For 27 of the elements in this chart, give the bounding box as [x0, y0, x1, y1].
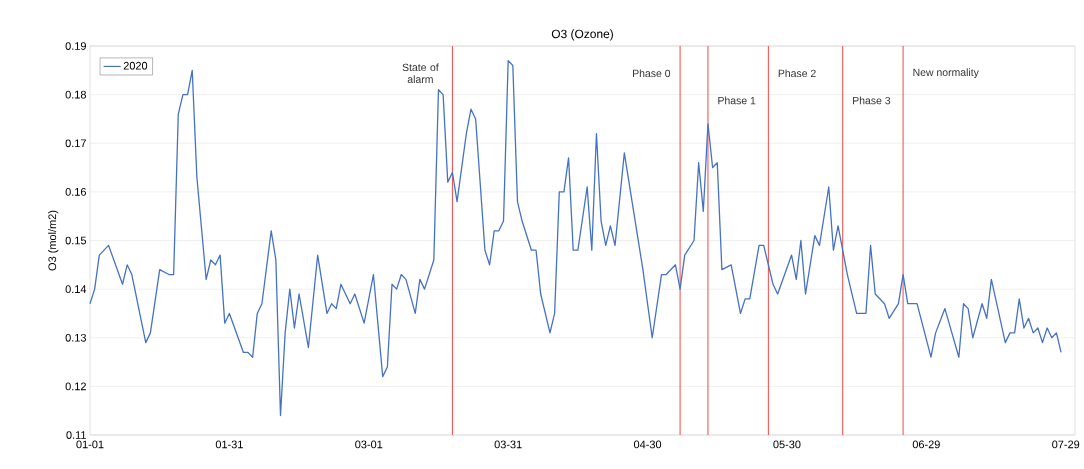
x-tick-label: 04-30 — [633, 440, 662, 449]
chart-title: O3 (Ozone) — [551, 29, 613, 41]
ref-line-label: Phase 3 — [853, 96, 891, 105]
y-tick-label: 0.16 — [65, 188, 86, 196]
ref-line-label: Phase 0 — [633, 69, 671, 78]
ref-line-label: Phase 2 — [778, 69, 816, 78]
ref-line-label: State of alarm — [402, 63, 439, 84]
ref-line-label: New normality — [913, 68, 979, 79]
y-tick-label: 0.19 — [65, 42, 86, 50]
x-tick-label: 01-01 — [76, 440, 104, 449]
x-tick-label: 07-29 — [1052, 440, 1080, 449]
y-tick-label: 0.15 — [65, 236, 87, 245]
y-tick-label: 0.18 — [65, 90, 86, 99]
line-series — [89, 59, 1062, 417]
y-tick-label: 0.14 — [65, 285, 87, 294]
x-tick-label: 03-31 — [494, 440, 522, 449]
y-axis-title: O3 (mol/m2) — [48, 210, 59, 271]
y-tick-label: 0.13 — [65, 333, 86, 342]
x-tick-label: 06-29 — [912, 440, 940, 449]
x-tick-label: 01-31 — [215, 440, 243, 449]
x-tick-label: 05-30 — [773, 440, 801, 449]
y-tick-label: 0.17 — [65, 139, 86, 148]
ref-line-label: Phase 1 — [718, 96, 756, 105]
legend-label: 2020 — [123, 61, 148, 70]
y-tick-label: 0.12 — [65, 382, 86, 391]
y-tick-label: 0.11 — [66, 431, 86, 439]
x-tick-label: 03-01 — [355, 440, 383, 449]
